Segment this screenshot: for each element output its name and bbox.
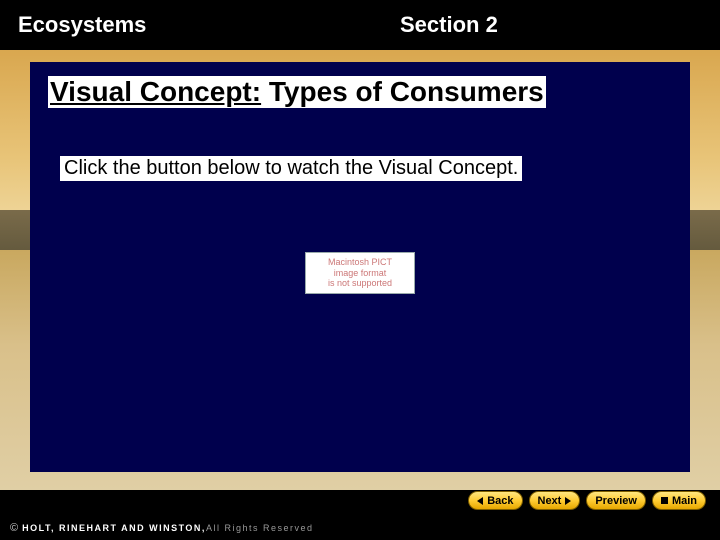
square-icon: [661, 497, 668, 504]
rights-text: All Rights Reserved: [206, 523, 314, 533]
publisher-name: HOLT, RINEHART AND WINSTON,: [22, 523, 206, 533]
placeholder-line-2: image format: [334, 268, 387, 279]
slide-title: Visual Concept: Types of Consumers: [48, 76, 546, 108]
copyright-symbol: ©: [10, 522, 18, 534]
back-button[interactable]: Back: [468, 491, 522, 510]
placeholder-line-3: is not supported: [328, 278, 392, 289]
title-rest: Types of Consumers: [261, 76, 544, 107]
next-label: Next: [538, 495, 562, 507]
header-bar: Ecosystems Section 2: [0, 0, 720, 50]
chevron-left-icon: [477, 497, 483, 505]
chevron-right-icon: [565, 497, 571, 505]
placeholder-line-1: Macintosh PICT: [328, 257, 392, 268]
next-button[interactable]: Next: [529, 491, 581, 510]
navigation-bar: Back Next Preview Main: [468, 491, 706, 510]
section-label: Section 2: [400, 12, 498, 38]
visual-concept-button[interactable]: Macintosh PICT image format is not suppo…: [305, 252, 415, 294]
main-button[interactable]: Main: [652, 491, 706, 510]
footer-bar: © HOLT, RINEHART AND WINSTON, All Rights…: [0, 516, 720, 540]
content-panel: Visual Concept: Types of Consumers Click…: [30, 62, 690, 472]
preview-button[interactable]: Preview: [586, 491, 646, 510]
instruction-text: Click the button below to watch the Visu…: [60, 156, 522, 181]
title-prefix: Visual Concept:: [50, 76, 261, 107]
back-label: Back: [487, 495, 513, 507]
preview-label: Preview: [595, 495, 637, 507]
main-label: Main: [672, 495, 697, 507]
chapter-title: Ecosystems: [18, 12, 146, 38]
